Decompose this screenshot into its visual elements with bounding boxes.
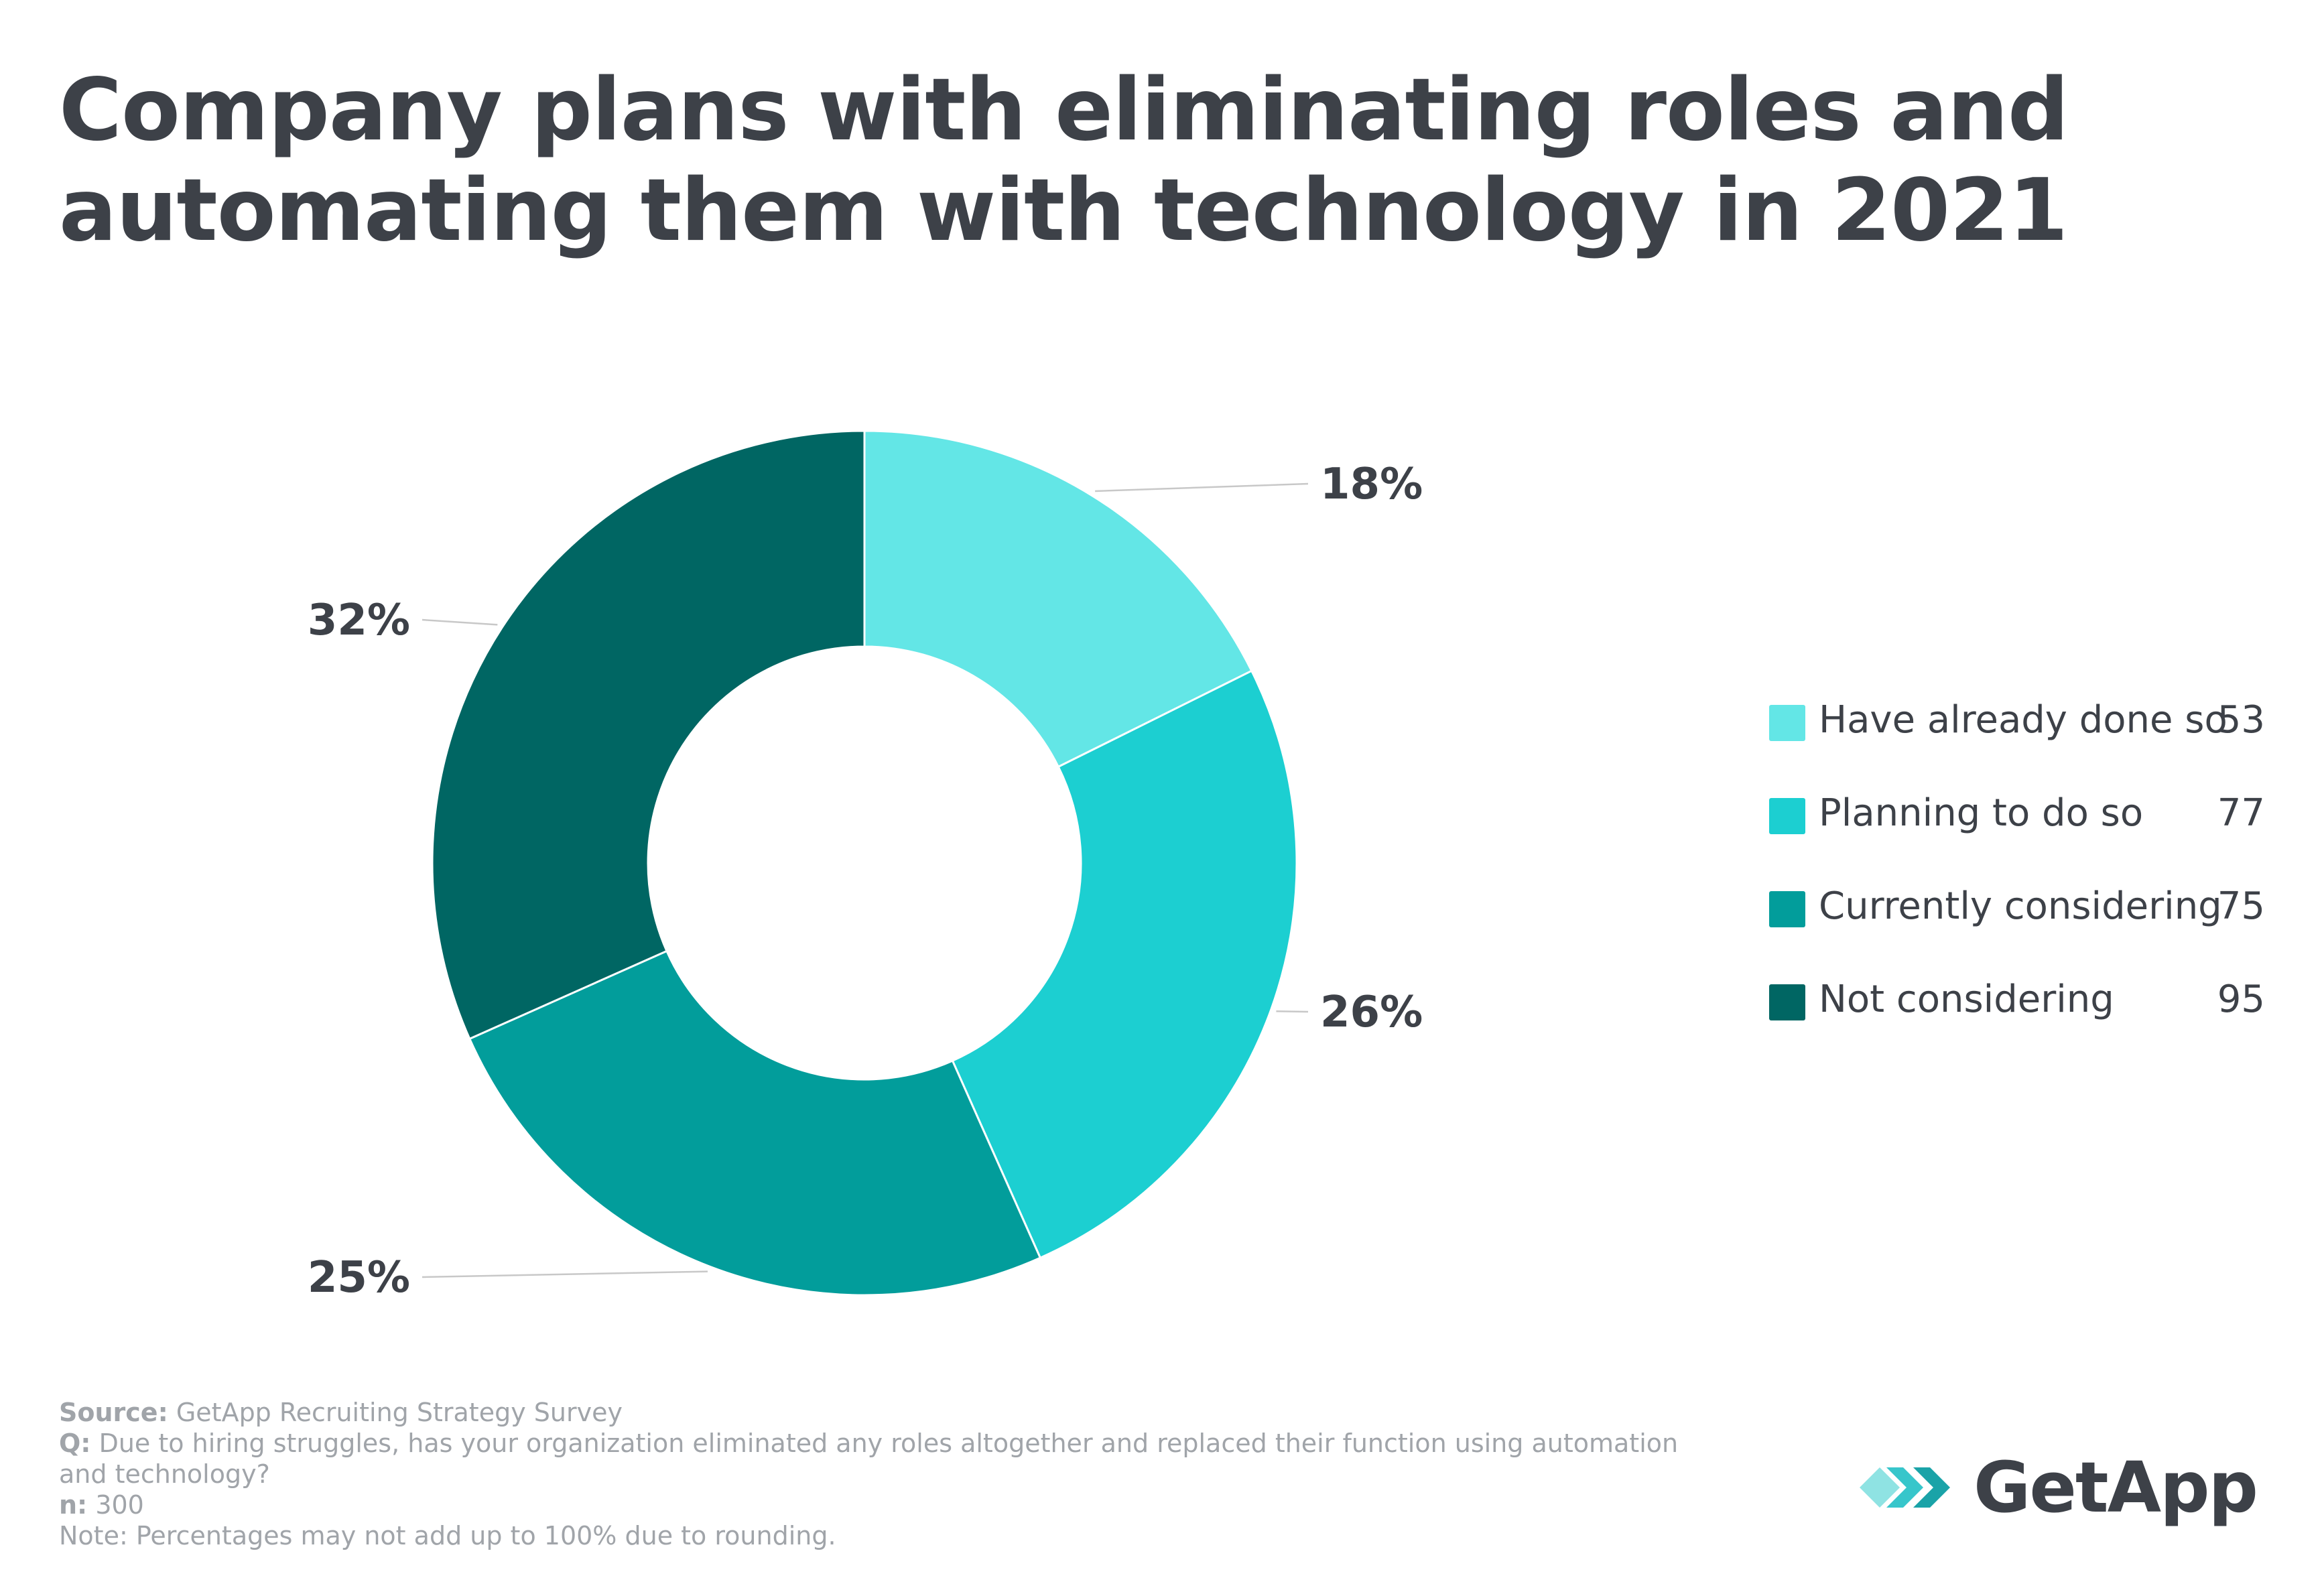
donut-slice: [468, 949, 1042, 1297]
slice-percent-label: 18%: [1320, 460, 1423, 509]
legend-value: 53: [2217, 698, 2265, 742]
getapp-logo: GetApp: [1853, 1447, 2268, 1528]
slice-percent-label: 26%: [1320, 988, 1423, 1037]
sample-size-note: n: 300: [59, 1490, 1681, 1520]
leader-line: [1095, 482, 1309, 492]
rounding-note: Note: Percentages may not add up to 100%…: [59, 1521, 836, 1550]
sample-size-value: 300: [87, 1490, 144, 1520]
legend-label: Currently considering: [1819, 884, 2222, 928]
chart-title: Company plans with eliminating roles and…: [59, 60, 2203, 261]
legend-item: Have already done so 53: [1769, 697, 2265, 790]
legend-swatch: [1769, 705, 1805, 741]
leader-line: [422, 618, 498, 626]
getapp-chevrons-icon: [1860, 1467, 1950, 1508]
legend-item: Planning to do so 77: [1769, 790, 2265, 883]
legend-value: 95: [2217, 978, 2265, 1021]
legend-item: Not considering 95: [1769, 976, 2265, 1069]
sample-size-key: n:: [59, 1490, 88, 1520]
getapp-logo-text: GetApp: [1974, 1447, 2258, 1528]
donut-slice: [951, 669, 1298, 1260]
legend-label: Not considering: [1819, 978, 2114, 1021]
chart-footnotes: Source: GetApp Recruiting Strategy Surve…: [59, 1397, 1681, 1551]
question-note: Q: Due to hiring struggles, has your org…: [59, 1428, 1681, 1490]
legend-label: Have already done so: [1819, 698, 2228, 742]
leader-line: [422, 1270, 708, 1278]
question-key: Q:: [59, 1429, 91, 1458]
leader-line: [1276, 1010, 1309, 1013]
chart-legend: Have already done so 53 Planning to do s…: [1769, 697, 2265, 1069]
legend-value: 77: [2217, 791, 2265, 835]
legend-swatch: [1769, 984, 1805, 1020]
source-key: Source:: [59, 1398, 168, 1427]
donut-slice: [431, 429, 866, 1041]
question-value: Due to hiring struggles, has your organi…: [59, 1429, 1679, 1489]
legend-value: 75: [2217, 884, 2265, 928]
legend-label: Planning to do so: [1819, 791, 2144, 835]
legend-swatch: [1769, 798, 1805, 834]
slice-percent-label: 32%: [308, 596, 410, 645]
source-value: GetApp Recruiting Strategy Survey: [168, 1398, 623, 1427]
slice-percent-label: 25%: [308, 1253, 410, 1303]
donut-slice: [863, 429, 1253, 769]
legend-item: Currently considering 75: [1769, 883, 2265, 976]
legend-swatch: [1769, 891, 1805, 927]
source-note: Source: GetApp Recruiting Strategy Surve…: [59, 1397, 1681, 1428]
chart-title-line-1: Company plans with eliminating roles and: [59, 60, 2069, 160]
chart-title-line-2: automating them with technology in 2021: [59, 161, 2068, 261]
